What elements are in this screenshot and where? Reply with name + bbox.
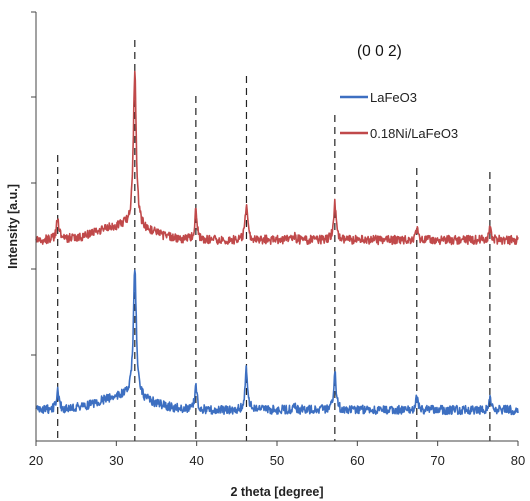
x-tick-label: 80 bbox=[511, 453, 525, 468]
legend-label: 0.18Ni/LaFeO3 bbox=[370, 126, 458, 141]
series-line bbox=[35, 269, 519, 416]
x-tick-label: 70 bbox=[430, 453, 444, 468]
x-tick-label: 50 bbox=[270, 453, 284, 468]
x-tick-label: 60 bbox=[350, 453, 364, 468]
legend: LaFeO3 0.18Ni/LaFeO3 bbox=[340, 90, 458, 141]
y-axis-label: Intensity [a.u.] bbox=[6, 184, 20, 269]
x-axis-label: 2 theta [degree] bbox=[230, 485, 323, 499]
x-tick-label: 30 bbox=[109, 453, 123, 468]
peak-annotation: (0 0 2) bbox=[357, 43, 402, 60]
x-tick-label: 40 bbox=[189, 453, 203, 468]
legend-label: LaFeO3 bbox=[370, 90, 417, 105]
series-layer bbox=[35, 70, 519, 416]
axis-ticks: 20 30 40 50 60 70 80 bbox=[29, 11, 525, 468]
series-line bbox=[35, 70, 519, 246]
x-tick-label: 20 bbox=[29, 453, 43, 468]
